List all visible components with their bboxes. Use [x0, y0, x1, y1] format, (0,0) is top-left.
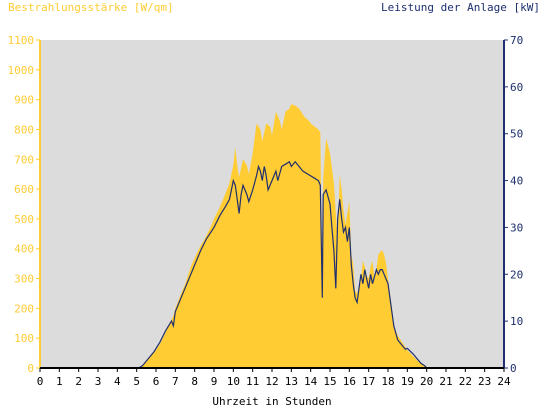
left-tick-label: 300 — [14, 273, 34, 286]
x-tick-label: 14 — [304, 375, 318, 388]
x-tick-label: 22 — [459, 375, 472, 388]
power-line-layer — [40, 160, 504, 369]
x-tick-label: 13 — [285, 375, 298, 388]
x-tick-label: 15 — [323, 375, 336, 388]
x-tick-label: 7 — [172, 375, 179, 388]
right-tick-label: 70 — [510, 34, 523, 47]
x-tick-label: 0 — [37, 375, 44, 388]
right-axis-title: Leistung der Anlage [kW] — [381, 1, 540, 14]
left-tick-label: 600 — [14, 183, 34, 196]
left-tick-label: 900 — [14, 94, 34, 107]
right-tick-label: 0 — [510, 362, 517, 375]
left-tick-label: 100 — [14, 332, 34, 345]
axes-layer — [36, 39, 508, 372]
x-tick-label: 20 — [420, 375, 433, 388]
irradiance-area-layer — [40, 104, 504, 368]
x-tick-label: 23 — [478, 375, 491, 388]
tick-labels-layer: 0100200300400500600700800900100011000102… — [8, 34, 524, 388]
x-tick-label: 8 — [191, 375, 198, 388]
left-tick-label: 700 — [14, 153, 34, 166]
left-tick-label: 800 — [14, 123, 34, 136]
x-tick-label: 1 — [56, 375, 63, 388]
left-tick-label: 1100 — [8, 34, 35, 47]
left-tick-label: 0 — [27, 362, 34, 375]
power-line — [40, 160, 504, 369]
right-tick-label: 10 — [510, 315, 523, 328]
right-tick-label: 40 — [510, 175, 523, 188]
right-tick-label: 20 — [510, 268, 523, 281]
x-tick-label: 4 — [114, 375, 121, 388]
x-axis-label: Uhrzeit in Stunden — [212, 395, 331, 408]
x-tick-label: 21 — [439, 375, 452, 388]
left-tick-label: 400 — [14, 243, 34, 256]
right-tick-label: 50 — [510, 128, 523, 141]
x-tick-label: 10 — [227, 375, 240, 388]
x-tick-label: 12 — [265, 375, 278, 388]
left-tick-label: 500 — [14, 213, 34, 226]
left-axis-title: Bestrahlungsstärke [W/qm] — [8, 1, 174, 14]
right-tick-label: 60 — [510, 81, 523, 94]
left-tick-label: 200 — [14, 302, 34, 315]
x-tick-label: 19 — [401, 375, 414, 388]
x-tick-label: 24 — [497, 375, 511, 388]
right-tick-label: 30 — [510, 221, 523, 234]
x-tick-label: 5 — [133, 375, 140, 388]
x-tick-label: 11 — [246, 375, 259, 388]
irradiance-area — [40, 104, 504, 368]
x-tick-label: 9 — [211, 375, 218, 388]
x-tick-label: 3 — [95, 375, 102, 388]
x-tick-label: 16 — [343, 375, 356, 388]
x-tick-label: 6 — [153, 375, 160, 388]
left-tick-label: 1000 — [8, 64, 35, 77]
x-tick-label: 2 — [75, 375, 82, 388]
x-tick-label: 17 — [362, 375, 375, 388]
x-tick-label: 18 — [381, 375, 394, 388]
